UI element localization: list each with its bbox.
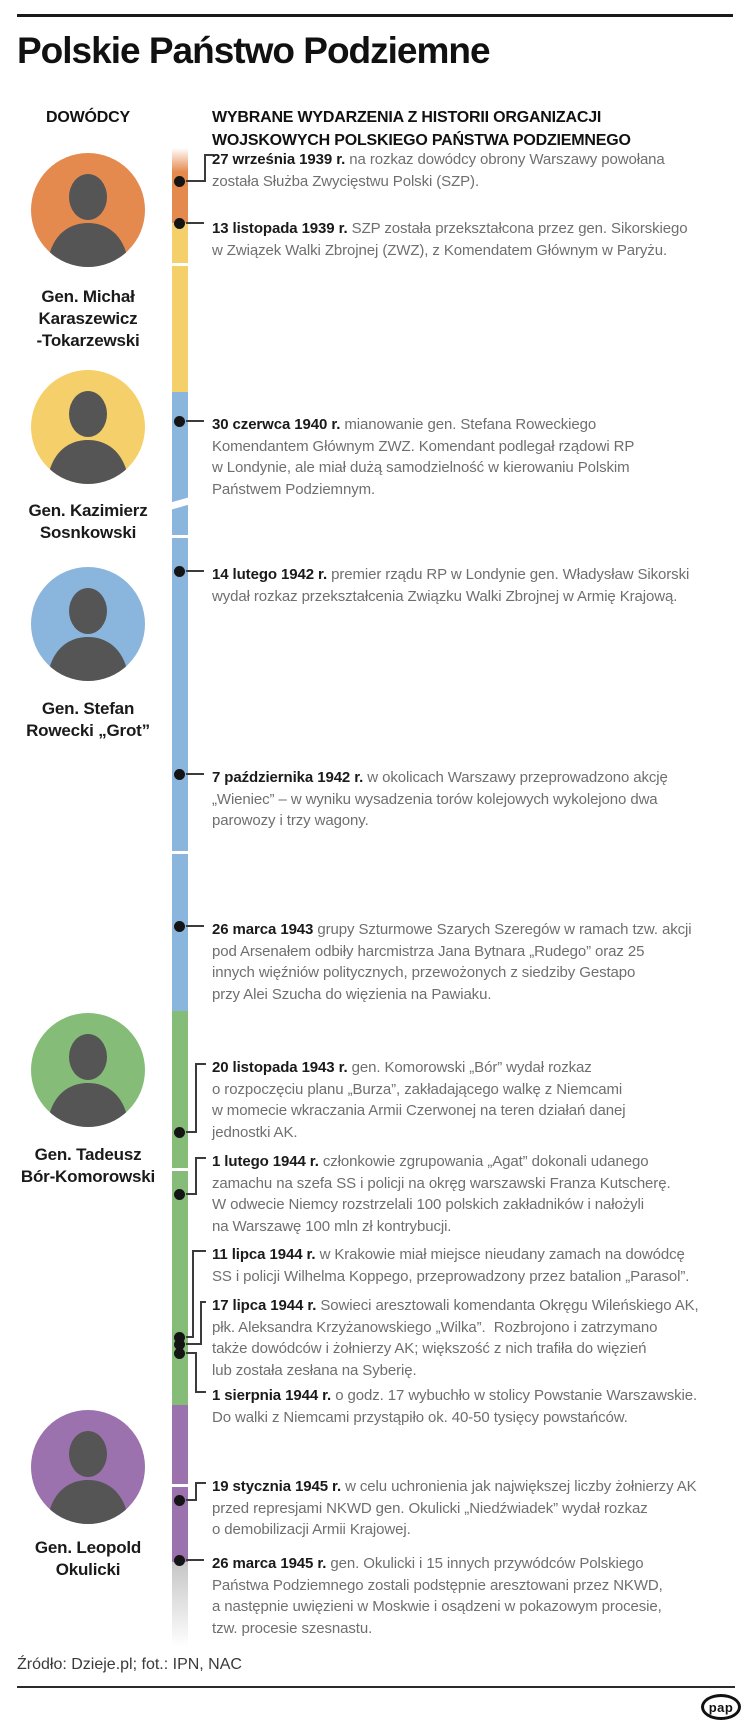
event-1944-07-17: 17 lipca 1944 r. Sowieci aresztowali kom… — [212, 1297, 699, 1379]
connector-line — [195, 1064, 197, 1132]
timeline-dot — [174, 1332, 185, 1343]
commander-name: Gen. Leopold Okulicki — [34, 1538, 142, 1579]
connector-line — [195, 1482, 206, 1484]
connector-line — [186, 222, 204, 224]
connector-line — [186, 570, 204, 572]
connector-line — [204, 154, 214, 156]
timeline-fade-bottom — [172, 1562, 188, 1647]
connector-line — [195, 1391, 206, 1393]
event-1945-01-19: 19 stycznia 1945 r. w celu uchronienia j… — [212, 1478, 697, 1538]
connector-line — [186, 925, 204, 927]
timeline-dot — [174, 1348, 185, 1359]
commander-name: Gen. Kazimierz Sosnkowski — [28, 501, 148, 542]
event-1940-06-30: 30 czerwca 1940 r. mianowanie gen. Stefa… — [212, 416, 635, 498]
connector-line — [186, 1499, 197, 1501]
connector-line — [186, 1193, 197, 1195]
pap-logo: pap — [701, 1694, 741, 1720]
commander-name: Gen. Michał Karaszewicz -Tokarzewski — [36, 287, 140, 350]
event-1939-09-27: 27 września 1939 r. na rozkaz dowódcy ob… — [212, 151, 665, 190]
connector-line — [186, 180, 206, 182]
connector-line — [195, 1157, 206, 1159]
timeline-fade-top — [172, 148, 188, 172]
connector-line — [186, 1336, 194, 1338]
portrait-karaszewicz-tokarzewski — [31, 153, 145, 267]
timeline-segment-sosnkowski — [172, 223, 188, 392]
connector-line — [200, 1302, 202, 1344]
timeline-dot — [174, 1339, 185, 1350]
timeline-dot — [174, 1189, 185, 1200]
commander-name: Gen. Tadeusz Bór-Komorowski — [20, 1145, 156, 1186]
portrait-okulicki — [31, 1410, 145, 1524]
timeline-dot — [174, 1127, 185, 1138]
connector-line — [200, 1301, 206, 1303]
event-1943-11-20: 20 listopada 1943 r. gen. Komorowski „Bó… — [212, 1059, 626, 1141]
connector-line — [204, 155, 206, 181]
event-1944-08-01: 1 sierpnia 1944 r. o godz. 17 wybuchło w… — [212, 1387, 698, 1426]
timeline-segment-okulicki — [172, 1405, 188, 1562]
portrait-rowecki-grot — [31, 567, 145, 681]
source-credit: Źródło: Dzieje.pl; fot.: IPN, NAC — [17, 1656, 242, 1673]
event-1942-02-14: 14 lutego 1942 r. premier rządu RP w Lon… — [212, 566, 690, 605]
timeline-divider — [172, 535, 188, 538]
connector-line — [186, 1343, 202, 1345]
timeline-dot — [174, 921, 185, 932]
connector-line — [186, 1131, 197, 1133]
timeline-segment-komorowski — [172, 1011, 188, 1405]
commander-name: Gen. Stefan Rowecki „Grot” — [26, 699, 150, 740]
connector-line — [186, 1352, 197, 1354]
timeline-dot — [174, 1555, 185, 1566]
connector-line — [192, 1251, 194, 1337]
timeline-divider — [172, 263, 188, 266]
column-header-commanders: DOWÓDCY — [46, 109, 130, 126]
timeline-divider — [172, 1484, 188, 1487]
timeline-dot — [174, 416, 185, 427]
portrait-bor-komorowski — [31, 1013, 145, 1127]
timeline-dot — [174, 566, 185, 577]
timeline-dot — [174, 218, 185, 229]
column-header-events: WYBRANE WYDARZENIA Z HISTORII ORGANIZACJ… — [212, 109, 631, 149]
timeline-dot — [174, 1495, 185, 1506]
connector-line — [195, 1158, 197, 1194]
event-1944-02-01: 1 lutego 1944 r. członkowie zgrupowania … — [212, 1153, 671, 1235]
event-1945-03-26: 26 marca 1945 r. gen. Okulicki i 15 inny… — [212, 1555, 663, 1637]
event-1944-07-11: 11 lipca 1944 r. w Krakowie miał miejsce… — [212, 1246, 690, 1285]
timeline-segment-rowecki — [172, 392, 188, 1011]
event-1943-03-26: 26 marca 1943 grupy Szturmowe Szarych Sz… — [212, 921, 692, 1003]
connector-line — [186, 420, 204, 422]
event-1942-10-07: 7 października 1942 r. w okolicach Warsz… — [212, 769, 668, 829]
footer-rule — [17, 1686, 735, 1688]
timeline-dot — [174, 769, 185, 780]
timeline-divider — [172, 851, 188, 854]
portrait-sosnkowski — [31, 370, 145, 484]
connector-line — [186, 1559, 204, 1561]
connector-line — [195, 1063, 206, 1065]
page-title: Polskie Państwo Podziemne — [17, 30, 491, 71]
connector-line — [195, 1353, 197, 1392]
connector-line — [186, 773, 204, 775]
timeline-divider — [172, 1168, 188, 1171]
event-1939-11-13: 13 listopada 1939 r. SZP została przeksz… — [212, 220, 688, 259]
connector-line — [192, 1250, 206, 1252]
connector-line — [195, 1483, 197, 1500]
top-rule — [17, 14, 733, 17]
timeline-dot — [174, 176, 185, 187]
